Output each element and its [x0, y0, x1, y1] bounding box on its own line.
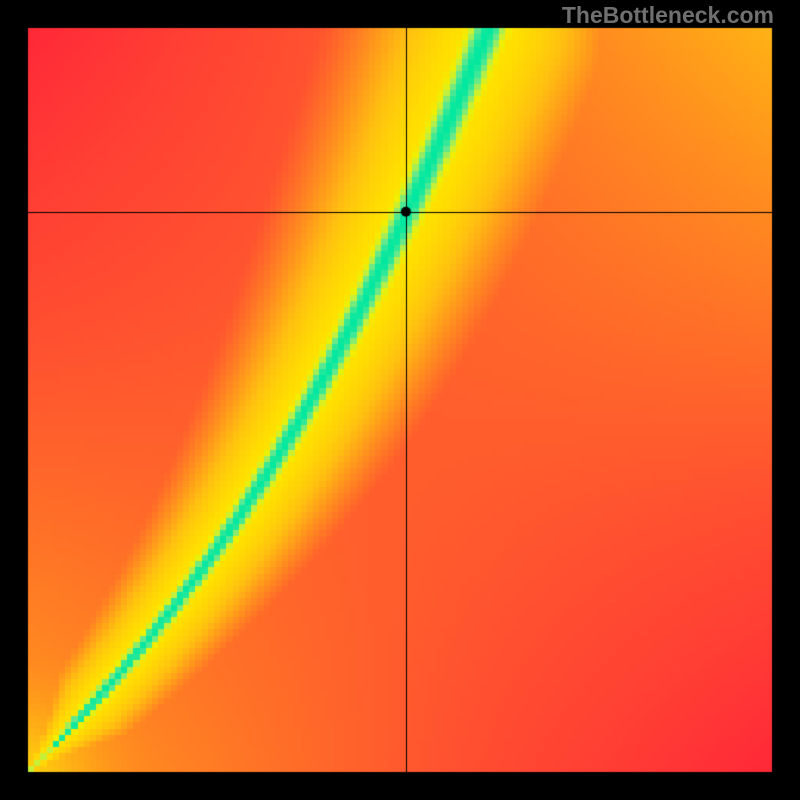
- bottleneck-heatmap: [0, 0, 800, 800]
- chart-container: TheBottleneck.com: [0, 0, 800, 800]
- watermark-label: TheBottleneck.com: [562, 2, 774, 29]
